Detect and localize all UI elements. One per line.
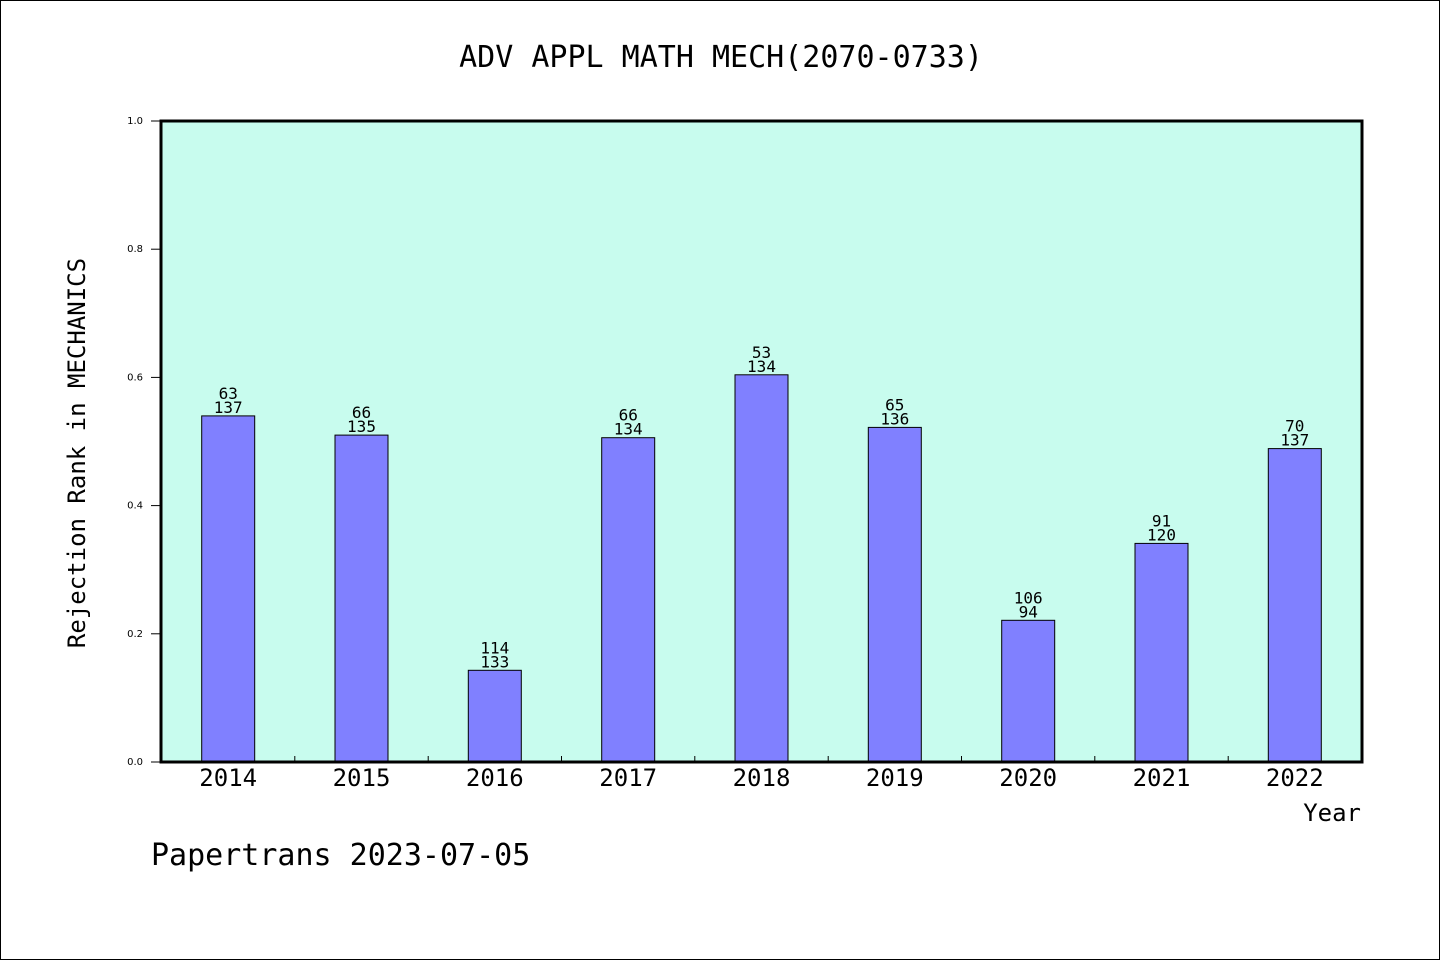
bar-label-bottom-2014: 137 [214, 398, 243, 417]
bar-2021 [1134, 542, 1189, 763]
bar-label-top-2017: 66 [619, 406, 638, 425]
bar-2016 [467, 669, 522, 763]
y-tick-label: 0.4 [127, 501, 143, 512]
bars-group [201, 374, 1322, 763]
x-axis-label: Year [1303, 799, 1361, 827]
bar-label-top-2018: 53 [752, 343, 771, 362]
x-tick-label-2022: 2022 [1266, 764, 1324, 792]
footer-credit: Papertrans 2023-07-05 [151, 838, 530, 873]
y-tick-label: 0.2 [127, 629, 143, 640]
x-tick-label-2015: 2015 [333, 764, 391, 792]
bar-label-top-2019: 65 [885, 395, 904, 414]
x-tick-label-2018: 2018 [733, 764, 791, 792]
bar-label-bottom-2020: 94 [1019, 602, 1038, 621]
bar-label-top-2016: 114 [480, 638, 509, 657]
bar-label-bottom-2016: 133 [480, 652, 509, 671]
x-axis-ticks: 2014 2015 2016 2017 2018 2019 2020 2021 2022 [199, 756, 1324, 792]
x-tick-label-2020: 2020 [999, 764, 1057, 792]
y-tick-label: 0.0 [127, 757, 143, 768]
chart-title: ADV APPL MATH MECH(2070-0733) [459, 40, 983, 75]
y-tick-label: 0.8 [127, 244, 143, 255]
bar-2018 [734, 374, 789, 763]
bar-label-top-2022: 70 [1285, 417, 1304, 436]
bar-label-top-2020: 106 [1014, 588, 1043, 607]
bar-label-bottom-2018: 134 [747, 357, 776, 376]
x-tick-label-2017: 2017 [599, 764, 657, 792]
x-tick-label-2014: 2014 [199, 764, 257, 792]
bar-2017 [601, 437, 656, 763]
bar-label-bottom-2015: 135 [347, 417, 376, 436]
y-tick-label: 0.6 [127, 372, 143, 383]
x-tick-label-2021: 2021 [1133, 764, 1191, 792]
y-tick-label: 1.0 [127, 116, 143, 127]
bar-2014 [201, 415, 256, 763]
bar-label-top-2021: 91 [1152, 511, 1171, 530]
bar-label-bottom-2019: 136 [880, 409, 909, 428]
bar-2022 [1267, 448, 1322, 763]
bar-2019 [867, 426, 922, 763]
bar-label-bottom-2022: 137 [1280, 431, 1309, 450]
plot-border [159, 119, 1364, 764]
bar-label-top-2015: 66 [352, 403, 371, 422]
x-tick-label-2019: 2019 [866, 764, 924, 792]
bar-label-top-2014: 63 [219, 384, 238, 403]
x-tick-label-2016: 2016 [466, 764, 524, 792]
y-axis-label: Rejection Rank in MECHANICS [63, 258, 91, 648]
bar-2015 [334, 434, 389, 763]
bar-label-bottom-2021: 120 [1147, 525, 1176, 544]
bar-2020 [1001, 619, 1056, 763]
bar-label-bottom-2017: 134 [614, 420, 643, 439]
y-axis-ticks: 0.0 0.2 0.4 0.6 0.8 1.0 [127, 116, 161, 768]
